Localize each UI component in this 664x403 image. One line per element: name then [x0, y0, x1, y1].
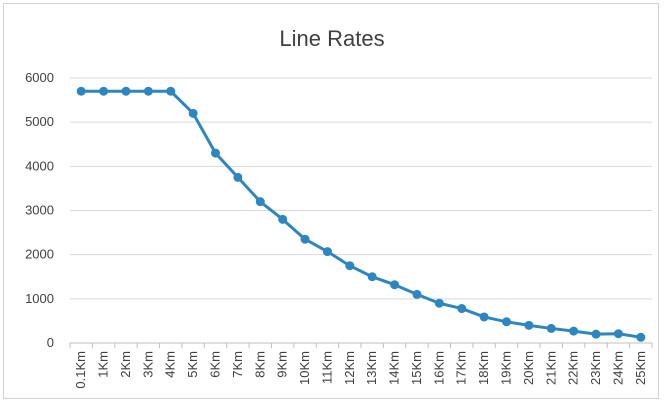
x-tick-label: 13Km	[364, 351, 379, 385]
x-tick-label: 1Km	[96, 351, 111, 378]
y-tick-label: 0	[47, 335, 54, 350]
data-point	[479, 312, 489, 322]
x-tick-label: 6Km	[208, 351, 223, 378]
data-point	[591, 329, 601, 339]
data-point	[143, 86, 153, 96]
x-tick-label: 0.1Km	[73, 351, 88, 389]
data-point	[166, 86, 176, 96]
data-point	[121, 86, 131, 96]
x-tick-label: 19Km	[499, 351, 514, 385]
x-tick-label: 8Km	[252, 351, 267, 378]
data-point	[546, 323, 556, 333]
x-tick-label: 5Km	[185, 351, 200, 378]
y-tick-label: 2000	[25, 247, 54, 262]
data-point	[322, 247, 332, 257]
data-point	[233, 172, 243, 182]
x-tick-label: 25Km	[633, 351, 648, 385]
x-tick-label: 16Km	[431, 351, 446, 385]
data-point	[188, 108, 198, 118]
x-tick-label: 3Km	[140, 351, 155, 378]
x-tick-label: 15Km	[409, 351, 424, 385]
data-point	[76, 86, 86, 96]
x-tick-label: 18Km	[476, 351, 491, 385]
data-point	[99, 86, 109, 96]
data-point	[345, 261, 355, 271]
series-line	[81, 89, 642, 339]
data-point	[636, 332, 646, 342]
data-point	[278, 214, 288, 224]
x-tick-label: 4Km	[163, 351, 178, 378]
y-tick-label: 5000	[25, 114, 54, 129]
y-tick-label: 4000	[25, 158, 54, 173]
chart-frame	[3, 3, 659, 399]
data-point	[457, 304, 467, 314]
x-tick-label: 2Km	[118, 351, 133, 378]
data-point	[412, 289, 422, 299]
x-tick-label: 23Km	[588, 351, 603, 385]
y-tick-label: 1000	[25, 291, 54, 306]
data-point	[367, 272, 377, 282]
x-tick-label: 9Km	[275, 351, 290, 378]
x-tick-label: 14Km	[387, 351, 402, 385]
data-point	[569, 326, 579, 336]
x-tick-label: 21Km	[543, 351, 558, 385]
data-point	[502, 317, 511, 327]
x-tick-label: 11Km	[319, 351, 334, 384]
chart-title: Line Rates	[279, 26, 385, 51]
data-point	[300, 234, 310, 244]
data-point	[211, 148, 220, 158]
data-point	[390, 280, 400, 290]
y-tick-label: 6000	[25, 70, 54, 85]
x-tick-label: 7Km	[230, 351, 245, 378]
data-point	[524, 320, 534, 330]
x-tick-label: 24Km	[610, 351, 625, 385]
x-tick-label: 22Km	[566, 351, 581, 385]
x-tick-label: 10Km	[297, 351, 312, 385]
y-tick-label: 3000	[25, 203, 54, 218]
x-tick-label: 20Km	[521, 351, 536, 385]
x-tick-label: 12Km	[342, 351, 357, 385]
data-point	[613, 329, 623, 339]
data-point	[255, 197, 265, 207]
data-point	[434, 298, 444, 308]
x-tick-label: 17Km	[454, 351, 469, 385]
